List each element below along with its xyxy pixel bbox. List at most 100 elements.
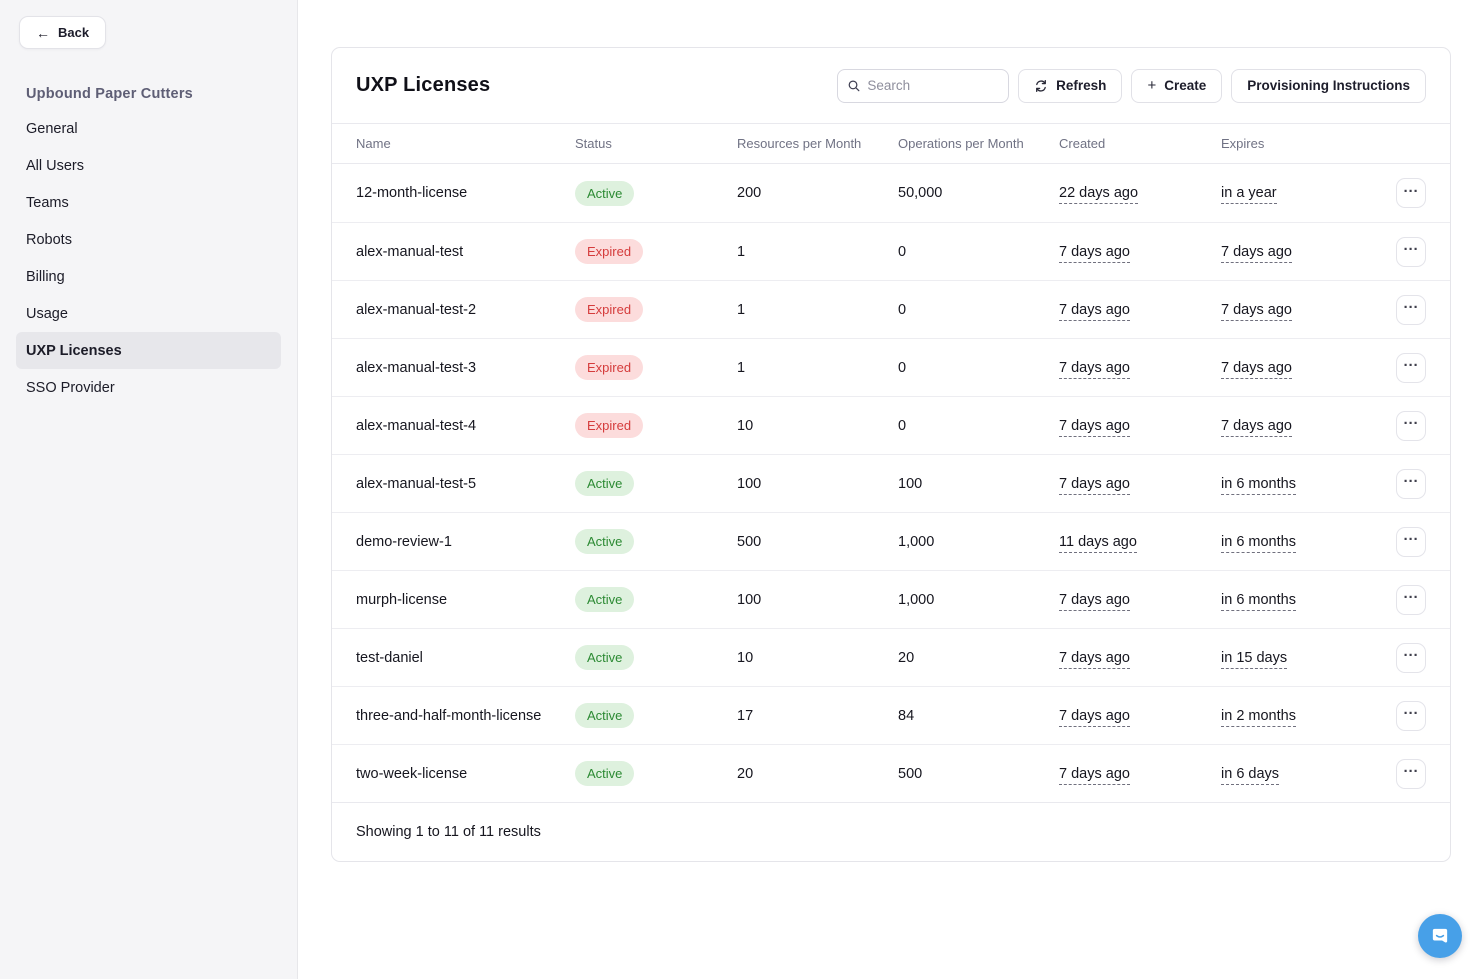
operations-per-month: 0 (898, 359, 907, 376)
chat-launcher-button[interactable] (1418, 914, 1462, 958)
expires-date[interactable]: in 6 months (1221, 475, 1296, 495)
create-button-label: Create (1164, 78, 1207, 93)
provisioning-instructions-label: Provisioning Instructions (1247, 78, 1410, 93)
license-name: 12-month-license (356, 185, 468, 201)
ellipsis-icon: ··· (1403, 531, 1419, 548)
expires-date[interactable]: in a year (1221, 185, 1277, 204)
column-header-resources: Resources per Month (737, 136, 862, 151)
operations-per-month: 0 (898, 301, 907, 318)
expires-date[interactable]: 7 days ago (1221, 359, 1292, 379)
create-button[interactable]: + Create (1131, 68, 1223, 103)
license-name: alex-manual-test-4 (356, 417, 477, 434)
back-arrow-icon: ← (36, 24, 50, 41)
row-actions-button[interactable]: ··· (1396, 700, 1426, 731)
results-summary: Showing 1 to 11 of 11 results (356, 824, 541, 840)
resources-per-month: 10 (737, 649, 754, 666)
license-name: murph-license (356, 591, 448, 608)
sidebar-item-general[interactable]: General (26, 120, 78, 137)
created-date[interactable]: 7 days ago (1059, 649, 1130, 669)
column-header-created: Created (1059, 136, 1106, 151)
created-date[interactable]: 7 days ago (1059, 765, 1130, 785)
resources-per-month: 20 (737, 765, 754, 782)
expires-date[interactable]: in 15 days (1221, 649, 1288, 669)
status-badge: Active (575, 645, 635, 670)
expires-date[interactable]: 7 days ago (1221, 243, 1292, 263)
back-button[interactable]: ← Back (19, 16, 107, 49)
operations-per-month: 1,000 (898, 533, 935, 550)
row-actions-button[interactable]: ··· (1396, 526, 1426, 557)
created-date[interactable]: 22 days ago (1059, 185, 1139, 204)
sidebar-item-uxp-licenses[interactable]: UXP Licenses (16, 332, 281, 369)
ellipsis-icon: ··· (1403, 473, 1419, 490)
operations-per-month: 50,000 (898, 185, 943, 201)
search-icon (848, 80, 860, 91)
created-date[interactable]: 7 days ago (1059, 417, 1130, 437)
operations-per-month: 84 (898, 707, 915, 724)
operations-per-month: 20 (898, 649, 915, 666)
status-badge: Active (575, 703, 635, 728)
row-actions-button[interactable]: ··· (1396, 294, 1426, 325)
resources-per-month: 10 (737, 417, 754, 434)
operations-per-month: 100 (898, 475, 923, 492)
created-date[interactable]: 7 days ago (1059, 475, 1130, 495)
row-actions-button[interactable]: ··· (1396, 584, 1426, 615)
ellipsis-icon: ··· (1403, 647, 1419, 664)
operations-per-month: 0 (898, 243, 907, 260)
sidebar-item-teams[interactable]: Teams (26, 194, 69, 211)
expires-date[interactable]: in 6 days (1221, 765, 1280, 785)
operations-per-month: 500 (898, 765, 923, 782)
search-input[interactable] (867, 78, 999, 93)
created-date[interactable]: 7 days ago (1059, 591, 1130, 611)
expires-date[interactable]: in 6 months (1221, 533, 1296, 553)
table-row: alex-manual-test-2 Expired 1 0 7 days ag… (332, 280, 1450, 338)
created-date[interactable]: 7 days ago (1059, 243, 1130, 263)
row-actions-button[interactable]: ··· (1396, 410, 1426, 441)
status-badge: Active (575, 761, 635, 786)
ellipsis-icon: ··· (1403, 763, 1419, 780)
table-body: 12-month-license Active 20 0 50,000 22 da… (332, 164, 1450, 802)
refresh-button[interactable]: Refresh (1018, 68, 1123, 103)
sidebar-item-usage[interactable]: Usage (26, 305, 68, 322)
resources-per-month: 1 (737, 243, 746, 260)
created-date[interactable]: 7 days ago (1059, 359, 1130, 379)
expires-date[interactable]: in 2 months (1221, 707, 1296, 727)
row-actions-button[interactable]: ··· (1396, 758, 1426, 789)
status-badge: Active (575, 471, 635, 496)
table-footer: Showing 1 to 11 of 11 results (332, 802, 1450, 861)
toolbar: Refresh + Create Provisioning Instructio… (837, 68, 1426, 103)
table-row: murph-license Active 100 1,000 7 days ag… (332, 570, 1450, 628)
sidebar-item-all-users[interactable]: All Users (26, 157, 85, 174)
table-row: test-daniel Active 10 20 7 days ago in 1… (332, 628, 1450, 686)
resources-per-month: 17 (737, 707, 754, 724)
created-date[interactable]: 7 days ago (1059, 301, 1130, 321)
ellipsis-icon: ··· (1403, 241, 1419, 258)
resources-per-month: 1 (737, 301, 746, 318)
sidebar-item-billing[interactable]: Billing (26, 268, 65, 285)
sidebar-item-sso-provider[interactable]: SSO Provider (26, 379, 115, 396)
license-name: alex-manual-test (356, 243, 464, 260)
row-actions-button[interactable]: ··· (1396, 642, 1426, 673)
expires-date[interactable]: 7 days ago (1221, 417, 1292, 437)
column-header-status: Status (575, 136, 612, 151)
sidebar-item-robots[interactable]: Robots (26, 231, 72, 248)
ellipsis-icon: ··· (1403, 182, 1419, 200)
main-content: UXP Licenses Refresh (299, 0, 1484, 979)
table-row: alex-manual-test-5 Active 100 100 7 days… (332, 454, 1450, 512)
created-date[interactable]: 11 days ago (1059, 533, 1137, 553)
chat-bubble-icon (1432, 928, 1448, 943)
sidebar-nav: General All Users Teams Robots Billing Usage U… (16, 110, 281, 406)
expires-date[interactable]: 7 days ago (1221, 301, 1292, 321)
expires-date[interactable]: in 6 months (1221, 591, 1296, 611)
ellipsis-icon: ··· (1403, 415, 1419, 432)
row-actions-button[interactable]: ··· (1396, 178, 1426, 208)
row-actions-button[interactable]: ··· (1396, 468, 1426, 499)
column-header-expires: Expires (1221, 136, 1265, 151)
provisioning-instructions-button[interactable]: Provisioning Instructions (1231, 68, 1426, 103)
row-actions-button[interactable]: ··· (1396, 352, 1426, 383)
resources-per-month: 100 (737, 475, 762, 492)
search-box (837, 68, 1010, 103)
table-row: alex-manual-test Expired 1 0 7 days ago … (332, 222, 1450, 280)
created-date[interactable]: 7 days ago (1059, 707, 1130, 727)
row-actions-button[interactable]: ··· (1396, 236, 1426, 267)
page-title: UXP Licenses (356, 74, 491, 96)
